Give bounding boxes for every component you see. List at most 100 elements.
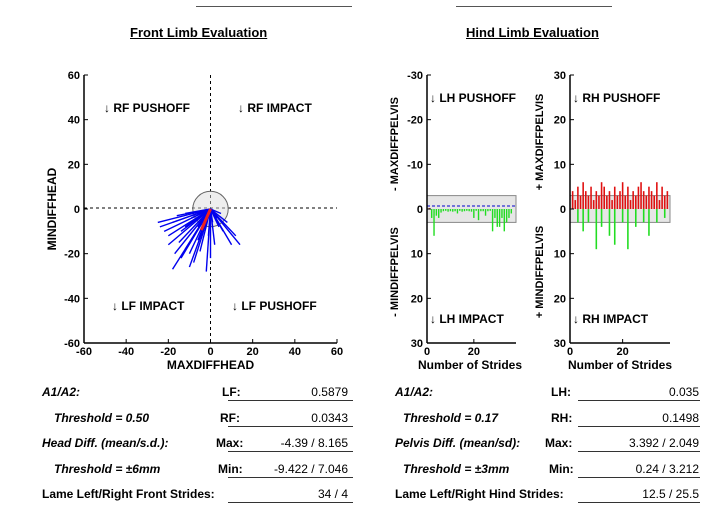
- hind-right-stride-bar: [663, 195, 666, 209]
- front-stride-vector: [174, 208, 212, 255]
- hind-right-stride-bar: [613, 186, 616, 209]
- hind-right-stride-bar: [635, 209, 637, 227]
- hind-rh-value: 0.1498: [662, 411, 699, 425]
- hind-left-y-tick-label: 30: [411, 338, 423, 350]
- front-min-underline: [228, 477, 353, 478]
- hind-left-stride-bar: [435, 209, 438, 216]
- hind-right-y-tick-label: 10: [554, 159, 566, 171]
- hind-a1a2-row: A1/A2: LH: 0.035: [395, 383, 701, 400]
- hind-right-stride-bar: [642, 209, 645, 223]
- hind-right-y-tick-label: 30: [554, 338, 566, 350]
- hind-min-underline: [578, 477, 700, 478]
- hind-right-stride-bar: [642, 191, 645, 209]
- hind-right-stride-bar: [661, 186, 663, 209]
- front-a1a2-row: A1/A2: LF: 0.5879: [42, 383, 352, 400]
- hind-right-stride-bar: [608, 209, 611, 236]
- front-x-tick-label: -40: [118, 346, 134, 358]
- hind-left-stride-bar: [442, 209, 445, 212]
- hind-lh-value: 0.035: [668, 385, 699, 399]
- hind-right-stride-bar: [582, 209, 584, 232]
- front-lf-label: LF:: [222, 385, 241, 399]
- hind-left-y-tick-label: 10: [411, 249, 423, 261]
- front-x-tick-label: -60: [76, 346, 92, 358]
- hind-right-stride-bar: [653, 195, 655, 209]
- hind-right-stride-bar: [595, 191, 598, 209]
- hind-pelvis-row: Pelvis Diff. (mean/sd): Max: 3.392 / 2.0…: [395, 434, 701, 451]
- hind-left-y-tick-label: -30: [407, 70, 423, 82]
- hind-left-y-label-top: - MAXDIFFPELVIS: [389, 97, 401, 191]
- hind-right-stride-bar: [621, 209, 624, 223]
- hind-right-stride-bar: [666, 191, 669, 209]
- hind-left-stride-bar: [459, 209, 461, 211]
- hind-right-stride-bar: [600, 182, 603, 209]
- hind-left-stride-bar: [505, 209, 508, 223]
- hind-right-stride-bar: [606, 195, 608, 209]
- top-rule-left: [196, 6, 352, 7]
- front-x-tick-label: -20: [160, 346, 176, 358]
- hind-right-stride-bar: [590, 186, 592, 209]
- front-y-tick-label: -40: [64, 293, 80, 305]
- hind-left-stride-bar: [449, 209, 452, 212]
- hind-rh-underline: [578, 426, 700, 427]
- hind-lh-underline: [578, 400, 700, 401]
- hind-right-y-label-top: + MAXDIFFPELVIS: [534, 94, 546, 191]
- hind-max-label: Max:: [545, 436, 573, 450]
- front-stride-vector: [209, 208, 218, 219]
- hind-lh-label: LH:: [551, 385, 571, 399]
- hind-label-rh-pushoff: ↓ RH PUSHOFF: [573, 91, 660, 105]
- hind-max-underline: [578, 451, 700, 452]
- front-label-lf-impact: ↓ LF IMPACT: [112, 299, 185, 313]
- front-lame-row: Lame Left/Right Front Strides: 34 / 4: [42, 485, 352, 502]
- hind-right-x-label: Number of Strides: [568, 358, 672, 372]
- hind-right-stride-bar: [595, 209, 598, 250]
- hind-label-lh-pushoff: ↓ LH PUSHOFF: [430, 91, 516, 105]
- hind-right-stride-bar: [627, 209, 629, 250]
- front-max-value: -4.39 / 8.165: [280, 436, 348, 450]
- hind-right-stride-bar: [656, 182, 658, 209]
- hind-left-stride-bar: [454, 209, 456, 212]
- hind-right-y-tick-label: 20: [554, 293, 566, 305]
- hind-left-y-label-bottom: - MINDIFFPELVIS: [389, 227, 401, 317]
- hind-left-stride-bar: [433, 209, 435, 236]
- hind-right-stride-bar: [585, 191, 587, 209]
- front-lame-value: 34 / 4: [317, 487, 348, 501]
- front-y-tick-label: 0: [74, 204, 80, 216]
- hind-left-stride-bar: [463, 209, 466, 212]
- hind-left-x-label: Number of Strides: [418, 358, 522, 372]
- hind-left-stride-bar: [447, 209, 449, 212]
- front-threshold-row: Threshold = 0.50 RF: 0.0343: [42, 409, 352, 426]
- front-min-label: Min:: [218, 462, 243, 476]
- front-head-diff-label: Head Diff. (mean/s.d.):: [42, 436, 169, 450]
- hind-min-label: Min:: [549, 462, 574, 476]
- hind-left-bars: [428, 208, 513, 236]
- hind-left-stride-bar: [445, 209, 447, 211]
- hind-left-stride-bar: [489, 209, 491, 211]
- front-x-tick-label: 40: [289, 346, 301, 358]
- front-max-label: Max:: [216, 436, 244, 450]
- hind-a1a2-label: A1/A2:: [395, 385, 434, 399]
- front-y-label: MINDIFFHEAD: [45, 167, 59, 250]
- front-a1a2-label: A1/A2:: [42, 385, 81, 399]
- front-stride-vector: [180, 208, 211, 232]
- hind-left-x-tick-label: 0: [424, 346, 430, 358]
- front-lame-underline: [228, 502, 353, 503]
- front-head-diff-row: Head Diff. (mean/s.d.): Max: -4.39 / 8.1…: [42, 434, 352, 451]
- hind-left-stride-bar: [484, 209, 487, 216]
- front-lf-underline: [228, 400, 353, 401]
- hind-right-stride-bar: [613, 209, 616, 245]
- front-rf-label: RF:: [220, 411, 240, 425]
- front-stride-vector: [210, 208, 228, 223]
- hind-right-y-tick-label: 0: [560, 204, 566, 216]
- front-lame-label: Lame Left/Right Front Strides:: [42, 487, 215, 501]
- front-rf-value: 0.0343: [311, 411, 348, 425]
- front-y-tick-label: -60: [64, 338, 80, 350]
- hind-right-stride-bar: [650, 191, 653, 209]
- hind-right-stride-bar: [577, 186, 579, 209]
- hind-lame-value: 12.5 / 25.5: [642, 487, 699, 501]
- front-stride-vector: [209, 208, 237, 237]
- hind-right-stride-bar: [629, 200, 632, 209]
- hind-left-y-tick-label: -20: [407, 115, 423, 127]
- hind-right-stride-bar: [624, 195, 627, 209]
